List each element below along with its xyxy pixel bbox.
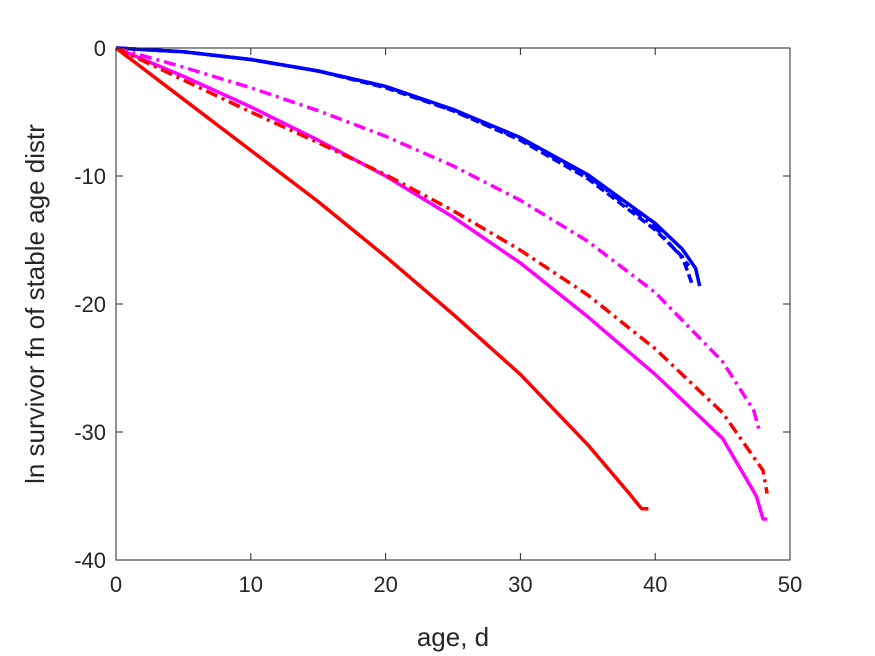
x-tick-label: 0	[110, 572, 122, 597]
axes-layer: 0 10 20 30 40 50 0 -10 -20 -30 -40	[74, 36, 802, 597]
y-tick-label: -40	[74, 548, 106, 573]
x-tick-label: 10	[239, 572, 263, 597]
series-line-7	[115, 46, 769, 494]
series-line-5	[115, 46, 761, 430]
y-tick-label: 0	[94, 36, 106, 61]
series-line-4	[115, 46, 768, 521]
x-tick-label: 20	[373, 572, 397, 597]
y-axis-label: ln survivor fn of stable age distr	[20, 124, 50, 484]
series-line-6	[114, 46, 649, 511]
y-tick-label: -30	[74, 420, 106, 445]
y-tick-label: -20	[74, 292, 106, 317]
x-tick-label: 40	[643, 572, 667, 597]
x-axis-label: age, d	[417, 622, 489, 652]
x-tick-label: 30	[508, 572, 532, 597]
series-line-3	[115, 46, 691, 267]
series-layer	[114, 46, 769, 521]
y-tick-label: -10	[74, 164, 106, 189]
x-tick-label: 50	[778, 572, 802, 597]
